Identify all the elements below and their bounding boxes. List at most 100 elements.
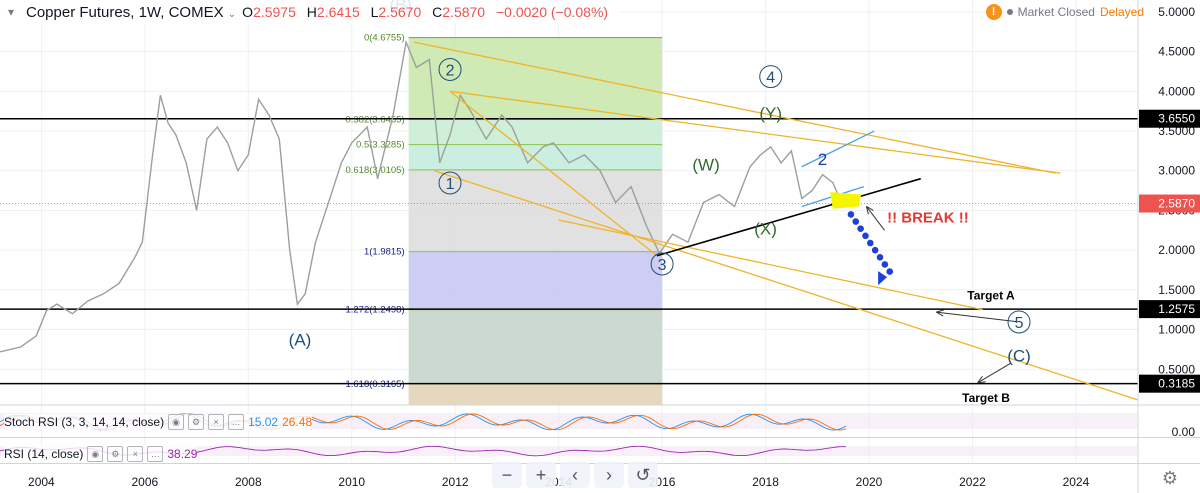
collapse-icon[interactable]: ▾ <box>7 5 15 19</box>
arrow-head-icon <box>865 206 874 215</box>
level-price-label: 1.2575 <box>1158 302 1195 316</box>
price-tick-label: 1.5000 <box>1158 283 1195 297</box>
market-closed-label: Market Closed <box>1017 5 1095 19</box>
price-line[interactable] <box>0 39 846 353</box>
break-dot <box>871 246 879 254</box>
zoom-in-button[interactable]: + <box>526 462 556 488</box>
eye-icon[interactable]: ◉ <box>87 446 104 462</box>
trendline <box>558 219 983 311</box>
trendline <box>449 90 1061 174</box>
break-dot <box>862 232 869 240</box>
wave-circle <box>438 57 462 81</box>
trendline <box>413 41 1056 174</box>
price-tick-label: 4.0000 <box>1158 84 1195 98</box>
wave-label: (X) <box>754 219 777 238</box>
wave-label: 5 <box>1015 315 1024 332</box>
pointer-arrow <box>866 206 885 231</box>
break-dot <box>857 225 864 233</box>
trendline <box>656 177 921 257</box>
fib-level-label: 1.272(1.2498) <box>345 305 404 316</box>
close-icon[interactable]: × <box>127 446 144 462</box>
break-dot <box>881 261 889 268</box>
price-tick-label: 2.0000 <box>1158 243 1195 257</box>
time-tick-label: 2008 <box>235 475 262 489</box>
gear-icon[interactable]: ⚙ <box>1161 467 1179 488</box>
fib-band <box>408 119 663 145</box>
time-tick-label: 2020 <box>856 475 883 489</box>
scroll-right-button[interactable]: › <box>594 462 624 488</box>
fib-level-label: 0(4.6755) <box>364 33 405 44</box>
rsi-label: RSI (14, close) <box>4 447 84 461</box>
rsi-value: 38.29 <box>167 447 198 461</box>
close-icon[interactable]: × <box>208 414 225 430</box>
wave-label: 1 <box>446 176 455 193</box>
symbol-header: ▾ Copper Futures, 1W, COMEX ⌄ O2.5975 H2… <box>0 0 622 24</box>
more-icon[interactable]: … <box>228 414 245 430</box>
warning-icon: ! <box>985 4 1002 20</box>
break-dot <box>876 253 884 261</box>
break-arrow-icon <box>878 271 888 286</box>
wave-label: 3 <box>658 257 667 274</box>
fib-band <box>408 309 663 384</box>
level-price-tag <box>1139 374 1200 393</box>
break-dot <box>886 268 894 275</box>
wave-label: 2 <box>818 150 827 169</box>
reset-button[interactable]: ↺ <box>628 462 658 488</box>
status-dot-icon <box>1006 9 1013 15</box>
symbol-title[interactable]: Copper Futures, 1W, COMEX ⌄ <box>26 3 237 21</box>
rsi-legend[interactable]: RSI (14, close) ◉ ⚙ × … 38.29 <box>4 446 198 462</box>
settings-icon[interactable]: ⚙ <box>107 446 124 462</box>
price-tick-label: 5.0000 <box>1158 5 1195 19</box>
fib-level-label: 1(1.9815) <box>364 247 405 258</box>
break-label: !! BREAK !! <box>887 209 969 226</box>
wave-circle <box>438 171 462 195</box>
time-tick-label: 2024 <box>1063 475 1090 489</box>
time-tick-label: 2004 <box>28 475 55 489</box>
chevron-down-icon[interactable]: ⌄ <box>227 8 237 20</box>
wave-label: (C) <box>1007 346 1031 365</box>
time-tick-label: 2022 <box>959 475 986 489</box>
pointer-arrow <box>977 362 1012 384</box>
highlight-marker <box>830 192 862 209</box>
break-dot <box>867 239 874 247</box>
delayed-label: Delayed <box>1099 5 1144 19</box>
price-axis-bg <box>1138 0 1200 493</box>
wave-label: (W) <box>692 156 719 175</box>
wave-circle <box>759 65 783 89</box>
settings-icon[interactable]: ⚙ <box>188 414 205 430</box>
target-b-label: Target B <box>962 391 1010 405</box>
current-price-tag <box>1139 194 1200 213</box>
arrow-head-icon <box>977 376 986 384</box>
time-tick-label: 2012 <box>442 475 469 489</box>
stoch-rsi-legend[interactable]: Stoch RSI (3, 3, 14, 14, close) ◉ ⚙ × … … <box>4 414 313 430</box>
stoch-d-value: 26.48 <box>282 415 313 429</box>
level-price-tag <box>1139 300 1200 319</box>
zoom-out-button[interactable]: − <box>492 462 522 488</box>
arrow-head-icon <box>936 309 945 317</box>
break-dot <box>852 218 860 225</box>
price-tick-label: 4.5000 <box>1158 45 1195 59</box>
fib-band <box>408 251 663 310</box>
wave-label: (A) <box>289 330 312 349</box>
eye-icon[interactable]: ◉ <box>168 414 185 430</box>
wave-circle <box>650 252 674 276</box>
trendline <box>434 170 1154 406</box>
level-price-label: 3.6550 <box>1158 112 1195 126</box>
scroll-left-button[interactable]: ‹ <box>560 462 590 488</box>
price-tick-label: 1.0000 <box>1158 323 1195 337</box>
stoch-axis-label: 0.00 <box>1172 425 1196 439</box>
wave-label: 4 <box>766 70 775 87</box>
current-price-label: 2.5870 <box>1158 197 1195 211</box>
fib-level-label: 0.382(3.6455) <box>345 114 404 125</box>
time-tick-label: 2018 <box>752 475 779 489</box>
level-price-label: 0.3185 <box>1158 377 1195 391</box>
price-tick-label: 0.5000 <box>1158 362 1195 376</box>
fib-band <box>408 37 663 120</box>
market-status[interactable]: ! Market Closed Delayed <box>985 2 1144 22</box>
break-dot <box>847 211 855 218</box>
stoch-rsi-label: Stoch RSI (3, 3, 14, 14, close) <box>4 415 165 429</box>
target-a-label: Target A <box>967 288 1015 302</box>
wave-circle <box>1007 310 1031 334</box>
more-icon[interactable]: … <box>147 446 164 462</box>
